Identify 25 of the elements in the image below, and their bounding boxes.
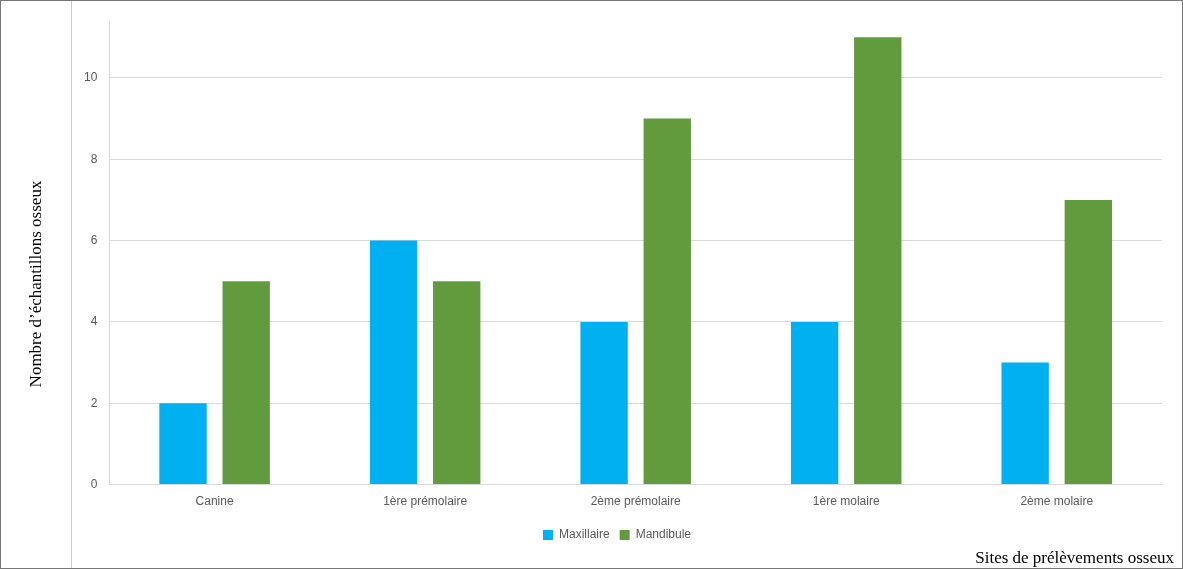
y-tick-label: 4 [90, 314, 98, 329]
bar [1064, 199, 1112, 485]
legend-label: Maxillaire [558, 527, 610, 542]
y-tick-label: 2 [90, 395, 98, 410]
bar [222, 281, 270, 485]
y-tick-label: 6 [90, 232, 98, 247]
y-tick-label: 8 [90, 151, 98, 166]
x-axis-title: Sites de prélèvements osseux [975, 548, 1174, 568]
bar [643, 118, 691, 485]
bar [369, 240, 418, 485]
y-tick-label: 0 [90, 476, 98, 491]
bar [159, 403, 207, 485]
bar [854, 37, 902, 485]
x-tick-label: 1ère molaire [812, 494, 880, 509]
x-tick-label: Canine [195, 494, 234, 509]
x-tick-label: 2ème molaire [1020, 494, 1094, 509]
bar [433, 281, 481, 485]
x-tick-label: 2ème prémolaire [590, 494, 682, 509]
legend-label: Mandibule [635, 527, 692, 542]
bar [1001, 362, 1049, 485]
y-axis-title: Nombre d’échantillons osseux [26, 180, 46, 388]
x-tick-label: 1ère prémolaire [383, 494, 468, 509]
bar [790, 321, 839, 485]
bar [580, 321, 628, 485]
y-tick-label: 10 [83, 70, 98, 85]
